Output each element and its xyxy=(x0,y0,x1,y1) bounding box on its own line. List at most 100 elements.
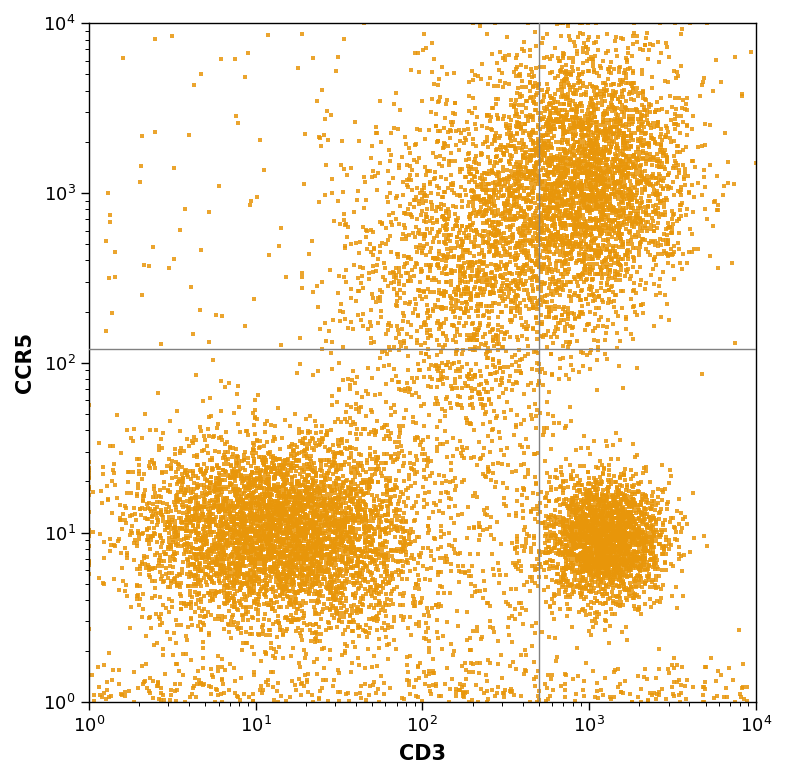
Point xyxy=(339,518,352,530)
Point xyxy=(528,270,541,282)
Point xyxy=(538,51,551,64)
Point xyxy=(661,234,674,246)
Point xyxy=(347,460,360,473)
Point xyxy=(547,428,560,441)
Point xyxy=(578,546,590,559)
Point xyxy=(329,569,342,581)
Point xyxy=(559,232,571,245)
Point xyxy=(649,251,662,263)
Point xyxy=(543,206,556,218)
Point xyxy=(350,556,363,569)
Point xyxy=(252,389,264,401)
Point xyxy=(557,171,570,184)
Point xyxy=(184,612,197,624)
Point xyxy=(600,524,613,537)
Point xyxy=(603,481,615,493)
Point xyxy=(597,108,610,120)
Point xyxy=(566,172,578,185)
Point xyxy=(509,157,522,170)
Point xyxy=(582,521,594,534)
Point xyxy=(438,153,450,166)
Point xyxy=(613,144,626,157)
Point xyxy=(328,481,341,494)
Point xyxy=(329,484,342,496)
Point xyxy=(193,548,205,560)
Point xyxy=(321,543,334,555)
Point xyxy=(450,236,463,249)
Point xyxy=(258,532,271,545)
Point xyxy=(176,590,188,602)
Point xyxy=(316,540,328,552)
Point xyxy=(469,341,482,354)
Point xyxy=(296,573,309,585)
Point xyxy=(539,169,552,182)
Point xyxy=(627,285,640,298)
Point xyxy=(553,65,566,77)
Point xyxy=(572,75,585,87)
Point xyxy=(633,538,645,550)
Point xyxy=(149,527,161,540)
Point xyxy=(185,487,198,499)
Point xyxy=(411,213,423,225)
Point xyxy=(547,97,560,109)
Point xyxy=(306,508,319,520)
Point xyxy=(364,581,377,594)
Point xyxy=(562,138,575,150)
Point xyxy=(433,468,445,481)
Point xyxy=(605,523,618,536)
Point xyxy=(247,562,260,575)
Point xyxy=(623,562,636,575)
Point xyxy=(579,545,592,558)
Point xyxy=(501,122,513,134)
Point xyxy=(604,533,617,545)
Point xyxy=(468,191,481,203)
Point xyxy=(587,540,600,552)
Point xyxy=(503,612,515,625)
Point xyxy=(462,501,475,513)
Point xyxy=(314,558,327,570)
Point xyxy=(555,66,567,79)
Point xyxy=(267,504,279,516)
Point xyxy=(531,502,544,515)
Point xyxy=(245,502,257,515)
Point xyxy=(573,478,586,490)
Point xyxy=(425,562,438,575)
Point xyxy=(504,283,516,295)
Point xyxy=(393,431,405,443)
Point xyxy=(390,272,402,284)
Point xyxy=(261,536,274,548)
Point xyxy=(502,156,515,168)
Point xyxy=(617,553,630,566)
Point xyxy=(593,171,605,183)
Point xyxy=(345,162,357,174)
Point xyxy=(464,657,477,669)
Point xyxy=(433,323,445,335)
Point xyxy=(603,239,615,252)
Point xyxy=(187,486,199,499)
Point xyxy=(603,251,615,263)
Point xyxy=(562,266,575,278)
Point xyxy=(527,234,539,247)
Point xyxy=(615,558,627,570)
Point xyxy=(585,161,597,174)
Point xyxy=(250,593,263,605)
Point xyxy=(586,56,599,69)
Point xyxy=(173,567,186,580)
Point xyxy=(552,545,565,557)
Point xyxy=(487,458,500,471)
Point xyxy=(604,122,616,135)
Point xyxy=(274,532,286,545)
Point xyxy=(341,565,353,577)
Point xyxy=(565,540,578,552)
Point xyxy=(219,446,231,458)
Point xyxy=(244,523,257,535)
Point xyxy=(541,239,554,252)
Point xyxy=(527,384,540,397)
Point xyxy=(286,545,298,558)
Point xyxy=(605,220,618,232)
Point xyxy=(618,583,630,595)
Point xyxy=(508,559,521,571)
Point xyxy=(166,455,179,467)
Point xyxy=(485,258,497,270)
Point xyxy=(548,328,560,340)
